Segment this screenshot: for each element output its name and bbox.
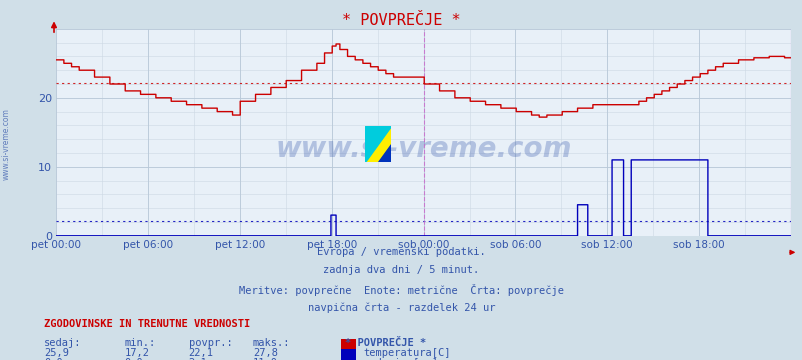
Text: maks.:: maks.: [253,338,290,348]
Text: Meritve: povprečne  Enote: metrične  Črta: povprečje: Meritve: povprečne Enote: metrične Črta:… [239,284,563,296]
Text: 2,1: 2,1 [188,358,207,360]
Text: 17,2: 17,2 [124,348,149,358]
Text: Evropa / vremenski podatki.: Evropa / vremenski podatki. [317,247,485,257]
Text: * POVPREČJE *: * POVPREČJE * [342,13,460,28]
Text: zadnja dva dni / 5 minut.: zadnja dva dni / 5 minut. [323,265,479,275]
Text: navpična črta - razdelek 24 ur: navpična črta - razdelek 24 ur [307,303,495,313]
Text: 0,0: 0,0 [124,358,143,360]
Text: sedaj:: sedaj: [44,338,82,348]
Polygon shape [365,126,391,162]
Text: padavine[mm]: padavine[mm] [363,358,437,360]
Text: 27,8: 27,8 [253,348,277,358]
Text: povpr.:: povpr.: [188,338,232,348]
Polygon shape [365,126,391,162]
Text: www.si-vreme.com: www.si-vreme.com [275,135,571,163]
Polygon shape [378,144,391,162]
Text: 25,9: 25,9 [44,348,69,358]
Text: www.si-vreme.com: www.si-vreme.com [2,108,11,180]
Text: 11,0: 11,0 [253,358,277,360]
Text: 0,0: 0,0 [44,358,63,360]
Text: min.:: min.: [124,338,156,348]
Text: 22,1: 22,1 [188,348,213,358]
Text: * POVPREČJE *: * POVPREČJE * [345,338,426,348]
Text: temperatura[C]: temperatura[C] [363,348,450,358]
Text: ZGODOVINSKE IN TRENUTNE VREDNOSTI: ZGODOVINSKE IN TRENUTNE VREDNOSTI [44,319,250,329]
